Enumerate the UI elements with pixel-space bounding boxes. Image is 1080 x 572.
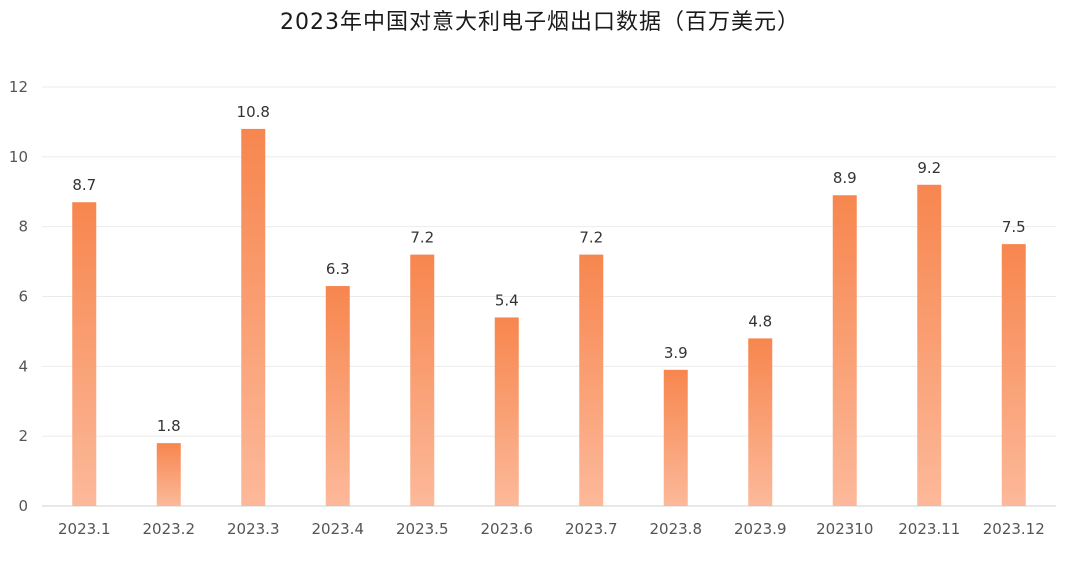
bar-2023.6	[494, 317, 519, 506]
bar-2023.11	[917, 184, 942, 506]
y-tick-label: 10	[9, 148, 28, 166]
x-tick-label: 2023.5	[396, 520, 449, 538]
y-tick-label: 2	[18, 427, 28, 445]
data-label: 8.9	[833, 169, 857, 187]
bar-2023.1	[72, 202, 97, 506]
x-tick-label: 2023.11	[898, 520, 960, 538]
x-tick-label: 2023.1	[58, 520, 111, 538]
data-label: 4.8	[748, 312, 772, 330]
bar-2023.9	[748, 338, 773, 506]
y-tick-label: 12	[9, 78, 28, 96]
data-label: 8.7	[72, 176, 96, 194]
chart-title: 2023年中国对意大利电子烟出口数据（百万美元）	[280, 10, 800, 35]
data-label: 6.3	[326, 260, 350, 278]
x-tick-label: 2023.6	[481, 520, 534, 538]
axes: 0 2 4 6 8 10 12 2023.1 2023.2 2023.3 2023.4 2023.5 2…	[9, 78, 1056, 538]
y-tick-label: 8	[18, 218, 28, 236]
bar-202310	[832, 195, 857, 506]
data-label: 3.9	[664, 344, 688, 362]
bar-2023.7	[579, 254, 604, 506]
y-tick-label: 4	[18, 357, 28, 375]
data-label: 5.4	[495, 291, 519, 309]
x-tick-label: 2023.12	[983, 520, 1045, 538]
bar-2023.2	[156, 443, 181, 506]
x-tick-label: 2023.4	[312, 520, 365, 538]
x-tick-label: 2023.2	[143, 520, 196, 538]
data-labels: 8.7 1.8 10.8 6.3 7.2 5.4 7.2 3.9 4.8 8.9 9.2 7.5	[72, 103, 1025, 435]
x-tick-label: 2023.8	[650, 520, 703, 538]
x-tick-label: 2023.7	[565, 520, 618, 538]
data-label: 7.2	[579, 229, 603, 247]
bars	[72, 128, 1026, 506]
bar-2023.5	[410, 254, 435, 506]
data-label: 7.5	[1002, 218, 1026, 236]
bar-2023.3	[241, 128, 266, 506]
bar-2023.8	[663, 369, 688, 506]
data-label: 1.8	[157, 417, 181, 435]
x-tick-label: 2023.9	[734, 520, 787, 538]
x-tick-label: 202310	[816, 520, 873, 538]
y-tick-label: 6	[18, 288, 28, 306]
bar-2023.12	[1001, 244, 1026, 506]
data-label: 9.2	[917, 159, 941, 177]
data-label: 7.2	[410, 229, 434, 247]
y-tick-label: 0	[18, 497, 28, 515]
data-label: 10.8	[237, 103, 270, 121]
grid-lines	[42, 86, 1056, 437]
bar-2023.4	[325, 286, 350, 506]
x-tick-label: 2023.3	[227, 520, 280, 538]
